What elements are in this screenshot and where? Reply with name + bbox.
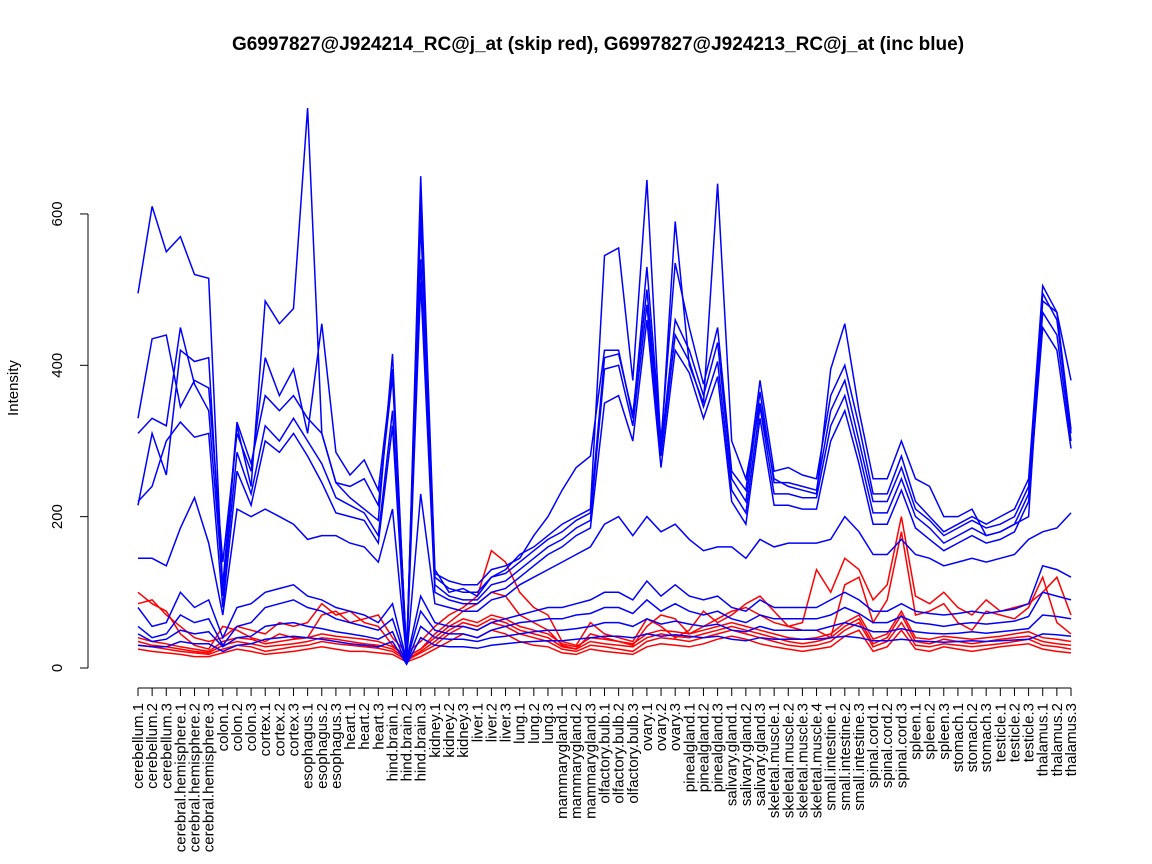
- series-line-16: [137, 633, 1072, 666]
- x-tick-label: liver.3: [498, 703, 515, 742]
- x-tick-label: heart.1: [342, 703, 359, 750]
- x-tick-label: olfactory.bulb.1: [597, 703, 614, 804]
- x-tick-label: cerebellum.2: [144, 703, 161, 789]
- x-tick-label: testicle.2: [1006, 703, 1023, 762]
- x-tick-label: mammarygland.3: [582, 703, 599, 819]
- x-tick-label: skeletal.muscle.2: [780, 703, 797, 818]
- x-tick-label: cerebral.hemisphere.1: [172, 703, 189, 852]
- x-tick-label: pinealgland.3: [710, 703, 727, 792]
- x-tick-label: skeletal.muscle.4: [809, 703, 826, 818]
- x-tick-label: colon.2: [229, 703, 246, 751]
- x-tick-label: salivary.gland.1: [724, 703, 741, 806]
- series-line-12: [138, 493, 1072, 659]
- x-tick-label: lung.1: [512, 703, 529, 744]
- x-tick-label: lung.2: [526, 703, 543, 744]
- series-line-11: [137, 282, 1072, 661]
- x-tick-label: olfactory.bulb.2: [611, 703, 628, 804]
- y-tick-label: 200: [49, 504, 66, 529]
- x-tick-label: heart.3: [370, 703, 387, 750]
- x-tick-label: colon.3: [243, 703, 260, 751]
- x-tick-label: spleen.3: [936, 703, 953, 760]
- x-tick-label: pinealgland.1: [681, 703, 698, 792]
- x-tick-label: cerebral.hemisphere.2: [187, 703, 204, 852]
- x-tick-label: cortex.1: [257, 703, 274, 756]
- series-line-9: [137, 221, 1072, 653]
- x-tick-label: kidney.2: [441, 703, 458, 758]
- x-tick-label: small.intestine.3: [851, 703, 868, 811]
- x-tick-label: cerebellum.1: [130, 703, 147, 789]
- series-line-1: [137, 516, 1072, 654]
- y-tick-label: 0: [49, 664, 66, 672]
- x-tick-label: spinal.cord.2: [879, 703, 896, 788]
- y-axis-label: Intensity: [5, 360, 22, 416]
- x-tick-label: kidney.3: [455, 703, 472, 758]
- x-tick-label: thalamus.3: [1063, 703, 1080, 776]
- x-tick-label: stomach.1: [950, 703, 967, 772]
- series-line-7: [137, 107, 1072, 661]
- x-axis: cerebellum.1cerebellum.2cerebellum.3cere…: [130, 687, 1080, 852]
- series-line-6: [137, 609, 1072, 658]
- x-tick-label: thalamus.2: [1049, 703, 1066, 776]
- x-tick-label: liver.2: [483, 703, 500, 742]
- x-tick-label: hind.brain.1: [384, 703, 401, 781]
- x-tick-label: cortex.2: [271, 703, 288, 756]
- x-tick-label: salivary.gland.3: [752, 703, 769, 806]
- series-line-2: [137, 531, 1072, 658]
- series-line-13: [137, 564, 1072, 661]
- y-tick-label: 400: [49, 353, 66, 378]
- x-tick-label: stomach.3: [978, 703, 995, 772]
- series-line-10: [137, 259, 1072, 657]
- x-tick-label: ovary.3: [667, 703, 684, 751]
- x-tick-label: cerebral.hemisphere.3: [201, 703, 218, 852]
- x-tick-label: testicle.1: [992, 703, 1009, 762]
- x-tick-label: cerebellum.3: [158, 703, 175, 789]
- x-tick-label: mammarygland.1: [554, 703, 571, 819]
- series-line-8: [137, 198, 1072, 657]
- x-tick-label: skeletal.muscle.1: [766, 703, 783, 818]
- x-tick-label: olfactory.bulb.3: [625, 703, 642, 804]
- x-tick-label: thalamus.1: [1035, 703, 1052, 776]
- x-tick-label: esophagus.1: [300, 703, 317, 789]
- x-tick-label: stomach.2: [964, 703, 981, 772]
- x-tick-label: colon.1: [215, 703, 232, 751]
- x-tick-label: lung.3: [540, 703, 557, 744]
- x-tick-label: mammarygland.2: [568, 703, 585, 819]
- x-tick-label: pinealgland.2: [695, 703, 712, 792]
- x-tick-label: esophagus.3: [328, 703, 345, 789]
- x-tick-label: cortex.3: [286, 703, 303, 756]
- x-tick-label: skeletal.muscle.3: [794, 703, 811, 818]
- x-tick-label: liver.1: [469, 703, 486, 742]
- series-line-3: [137, 621, 1072, 662]
- x-tick-label: hind.brain.2: [399, 703, 416, 781]
- x-tick-label: salivary.gland.2: [738, 703, 755, 806]
- series-lines: [137, 107, 1072, 666]
- x-tick-label: spleen.2: [922, 703, 939, 760]
- x-tick-label: heart.2: [356, 703, 373, 750]
- y-axis: 0 200 400 600: [49, 201, 89, 672]
- x-tick-label: ovary.2: [653, 703, 670, 751]
- x-tick-label: kidney.1: [427, 703, 444, 758]
- series-line-15: [137, 614, 1072, 666]
- x-tick-label: spleen.1: [908, 703, 925, 760]
- x-tick-label: testicle.3: [1021, 703, 1038, 762]
- x-tick-label: spinal.cord.1: [865, 703, 882, 788]
- x-tick-label: small.intestine.2: [837, 703, 854, 811]
- x-tick-label: small.intestine.1: [823, 703, 840, 811]
- x-tick-label: esophagus.2: [314, 703, 331, 789]
- x-tick-label: hind.brain.3: [413, 703, 430, 781]
- chart-title: G6997827@J924214_RC@j_at (skip red), G69…: [232, 34, 964, 55]
- x-tick-label: spinal.cord.3: [893, 703, 910, 788]
- series-line-14: [137, 591, 1072, 665]
- y-tick-label: 600: [49, 201, 66, 226]
- series-line-4: [137, 628, 1072, 663]
- x-tick-label: ovary.1: [639, 703, 656, 751]
